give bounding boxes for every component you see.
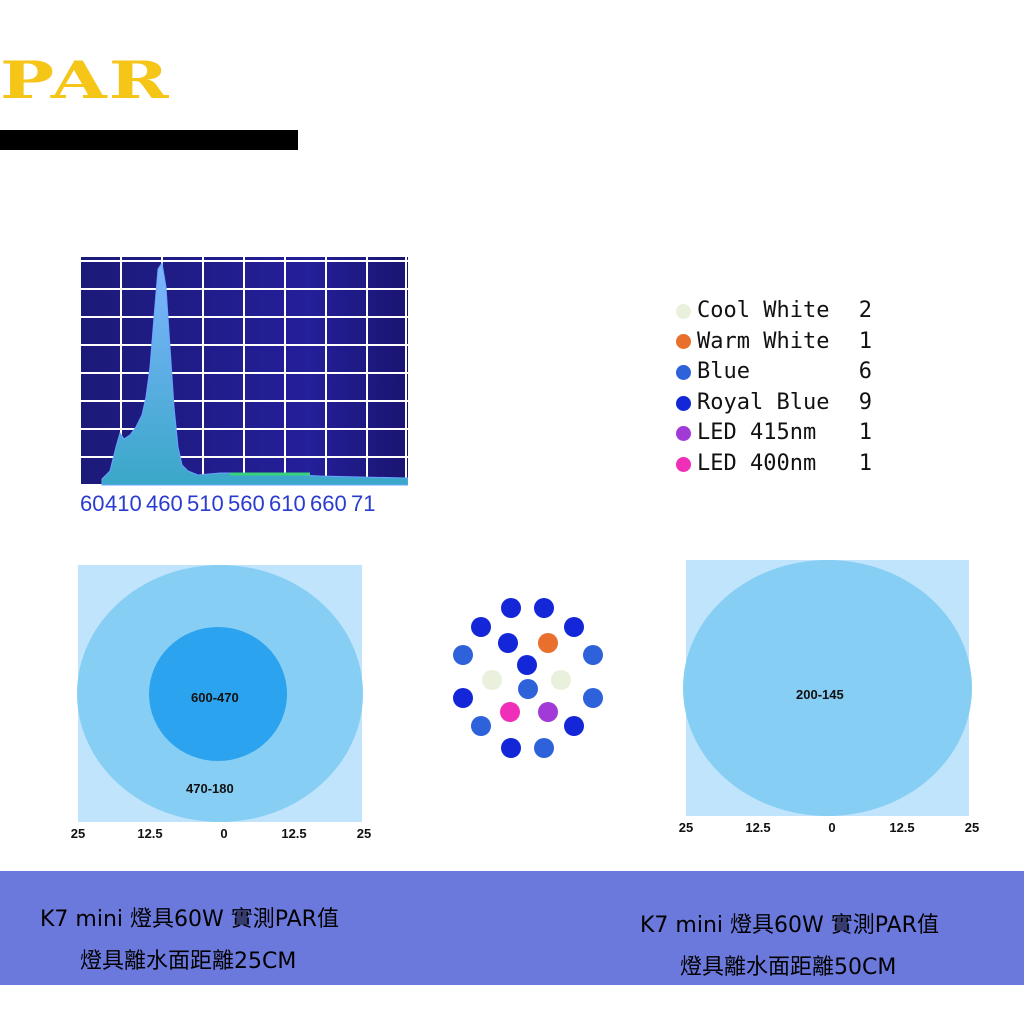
legend-label: Cool White bbox=[697, 298, 830, 323]
axis-tick-label: 0 bbox=[828, 820, 836, 835]
legend-item: Blue 6 bbox=[676, 357, 896, 388]
axis-50cm: 25 12.5 0 12.5 25 bbox=[0, 820, 1024, 840]
spectrum-tick-label: 460 bbox=[146, 491, 183, 516]
axis-tick-label: 0 bbox=[220, 826, 228, 841]
led-dot-icon bbox=[501, 598, 521, 618]
legend-label: LED 400nm bbox=[697, 450, 817, 476]
caption-band: K7 mini 燈具60W 實測PAR值 燈具離水面距離25CM K7 mini… bbox=[0, 871, 1024, 985]
legend-count: 2 bbox=[858, 298, 872, 323]
led-layout-diagram bbox=[448, 594, 608, 764]
led-dot-icon bbox=[518, 679, 538, 699]
legend-label: Warm White bbox=[697, 328, 830, 354]
spectrum-tick-label: 60 bbox=[80, 491, 104, 516]
led-dot-icon bbox=[534, 598, 554, 618]
spectrum-chart: 60 410 460 510 560 610 660 71 bbox=[80, 257, 408, 517]
led-dot-icon bbox=[498, 633, 518, 653]
led-dot-icon bbox=[538, 633, 558, 653]
legend-dot-icon bbox=[676, 395, 691, 411]
led-dot-icon bbox=[453, 645, 473, 665]
legend-count: 9 bbox=[858, 389, 872, 415]
legend-count: 1 bbox=[858, 450, 872, 476]
axis-tick-label: 25 bbox=[964, 820, 980, 835]
legend-label: LED 415nm bbox=[697, 420, 817, 446]
led-dot-icon bbox=[538, 702, 558, 722]
spectrum-axis-strip bbox=[80, 485, 408, 517]
legend-item: Warm White 1 bbox=[676, 327, 896, 358]
legend-dot-icon bbox=[676, 334, 691, 350]
spectrum-tick-label: 660 bbox=[310, 491, 347, 516]
axis-tick-label: 12.5 bbox=[281, 826, 307, 841]
spectrum-tick-label: 71 bbox=[351, 491, 375, 516]
axis-tick-label: 25 bbox=[70, 826, 86, 841]
axis-tick-label: 25 bbox=[678, 820, 694, 835]
par-inner-value: 600-470 bbox=[191, 690, 239, 705]
legend-label: Royal Blue bbox=[697, 389, 830, 415]
legend-item: LED 415nm 1 bbox=[676, 418, 896, 449]
led-legend: Cool White 2 Warm White 1 Blue 6 Royal Blue 9 LE… bbox=[676, 296, 896, 480]
page-title: PAR bbox=[0, 49, 171, 111]
led-dot-icon bbox=[471, 716, 491, 736]
spectrum-tick-label: 560 bbox=[228, 491, 265, 516]
axis-tick-label: 12.5 bbox=[889, 820, 915, 835]
axis-tick-label: 25 bbox=[356, 826, 372, 841]
par-map-25cm: 600-470 470-180 bbox=[77, 565, 363, 822]
led-dot-icon bbox=[583, 688, 603, 708]
legend-count: 6 bbox=[858, 359, 872, 385]
spectrum-tick-label: 510 bbox=[187, 491, 224, 516]
caption-right-line2: 燈具離水面距離50CM bbox=[680, 955, 897, 980]
par-value: 200-145 bbox=[796, 687, 844, 702]
par-zone-outer bbox=[683, 560, 972, 816]
legend-dot-icon bbox=[676, 426, 691, 442]
led-dot-icon bbox=[564, 716, 584, 736]
par-zone-inner bbox=[149, 627, 287, 761]
led-dot-icon bbox=[583, 645, 603, 665]
legend-item: LED 400nm 1 bbox=[676, 449, 896, 480]
caption-left-line2: 燈具離水面距離25CM bbox=[80, 949, 297, 974]
legend-label: Blue bbox=[697, 359, 750, 385]
par-map-50cm: 200-145 bbox=[683, 560, 972, 816]
caption-right-line1: K7 mini 燈具60W 實測PAR值 bbox=[640, 913, 939, 938]
spectrum-tick-label: 410 bbox=[105, 491, 142, 516]
legend-item: Royal Blue 9 bbox=[676, 388, 896, 419]
spectrum-curve bbox=[101, 261, 408, 486]
led-dot-icon bbox=[501, 738, 521, 758]
axis-tick-label: 12.5 bbox=[745, 820, 771, 835]
axis-25cm: 25 12.5 0 12.5 25 bbox=[0, 826, 1024, 846]
led-dot-icon bbox=[564, 617, 584, 637]
legend-count: 1 bbox=[858, 328, 872, 354]
legend-count: 1 bbox=[858, 420, 872, 446]
led-dot-icon bbox=[517, 655, 537, 675]
spectrum-ticks: 60 410 460 510 560 610 660 71 bbox=[80, 491, 375, 516]
led-dot-icon bbox=[482, 670, 502, 690]
legend-dot-icon bbox=[676, 303, 691, 319]
led-dot-icon bbox=[534, 738, 554, 758]
legend-dot-icon bbox=[676, 456, 691, 472]
led-dot-icon bbox=[453, 688, 473, 708]
legend-dot-icon bbox=[676, 364, 691, 380]
spectrum-tick-label: 610 bbox=[269, 491, 306, 516]
axis-tick-label: 12.5 bbox=[137, 826, 163, 841]
led-dot-icon bbox=[471, 617, 491, 637]
caption-left-line1: K7 mini 燈具60W 實測PAR值 bbox=[40, 907, 339, 932]
legend-item: Cool White 2 bbox=[676, 296, 896, 327]
led-dot-icon bbox=[500, 702, 520, 722]
led-dot-icon bbox=[551, 670, 571, 690]
title-underline bbox=[0, 130, 298, 150]
par-outer-value: 470-180 bbox=[186, 781, 234, 796]
